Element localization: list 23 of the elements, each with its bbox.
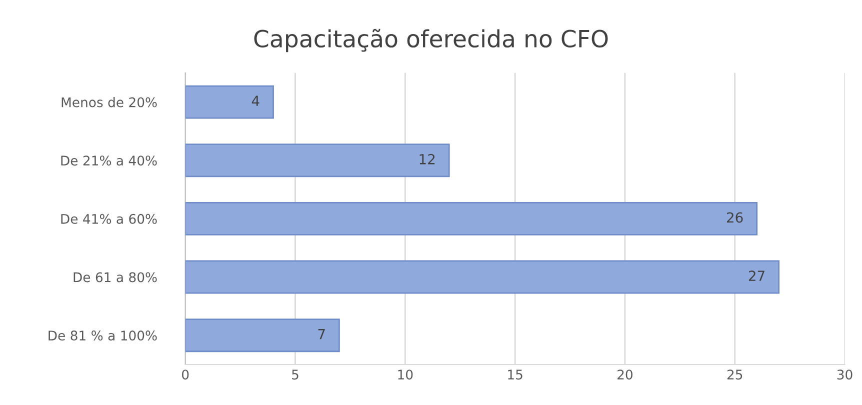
x-tick-label: 15: [508, 370, 522, 380]
x-tick-label: 25: [727, 370, 742, 380]
data-label: 7: [318, 329, 325, 340]
bar: [185, 202, 758, 236]
y-tick-label: De 81 % a 100%: [48, 330, 157, 341]
bar: [185, 260, 780, 294]
bar: [185, 144, 450, 178]
x-tick-label: 0: [182, 370, 189, 380]
y-tick-label: De 41% a 60%: [61, 214, 157, 224]
x-tick-label: 10: [398, 370, 413, 380]
x-tick-label: 20: [618, 370, 632, 380]
y-tick-label: De 61 a 80%: [74, 272, 157, 282]
x-tick-label: 30: [837, 370, 852, 380]
data-label: 27: [748, 270, 764, 281]
y-tick-label: Menos de 20%: [62, 97, 157, 108]
data-label: 12: [420, 154, 435, 164]
chart-title: Capacitação oferecida no CFO: [254, 28, 608, 52]
data-label: 4: [252, 96, 260, 106]
bar: [185, 85, 274, 119]
x-tick-label: 5: [292, 370, 298, 380]
data-label: 26: [726, 212, 743, 223]
y-tick-label: De 21% a 40%: [61, 156, 157, 166]
bar: [185, 318, 340, 352]
